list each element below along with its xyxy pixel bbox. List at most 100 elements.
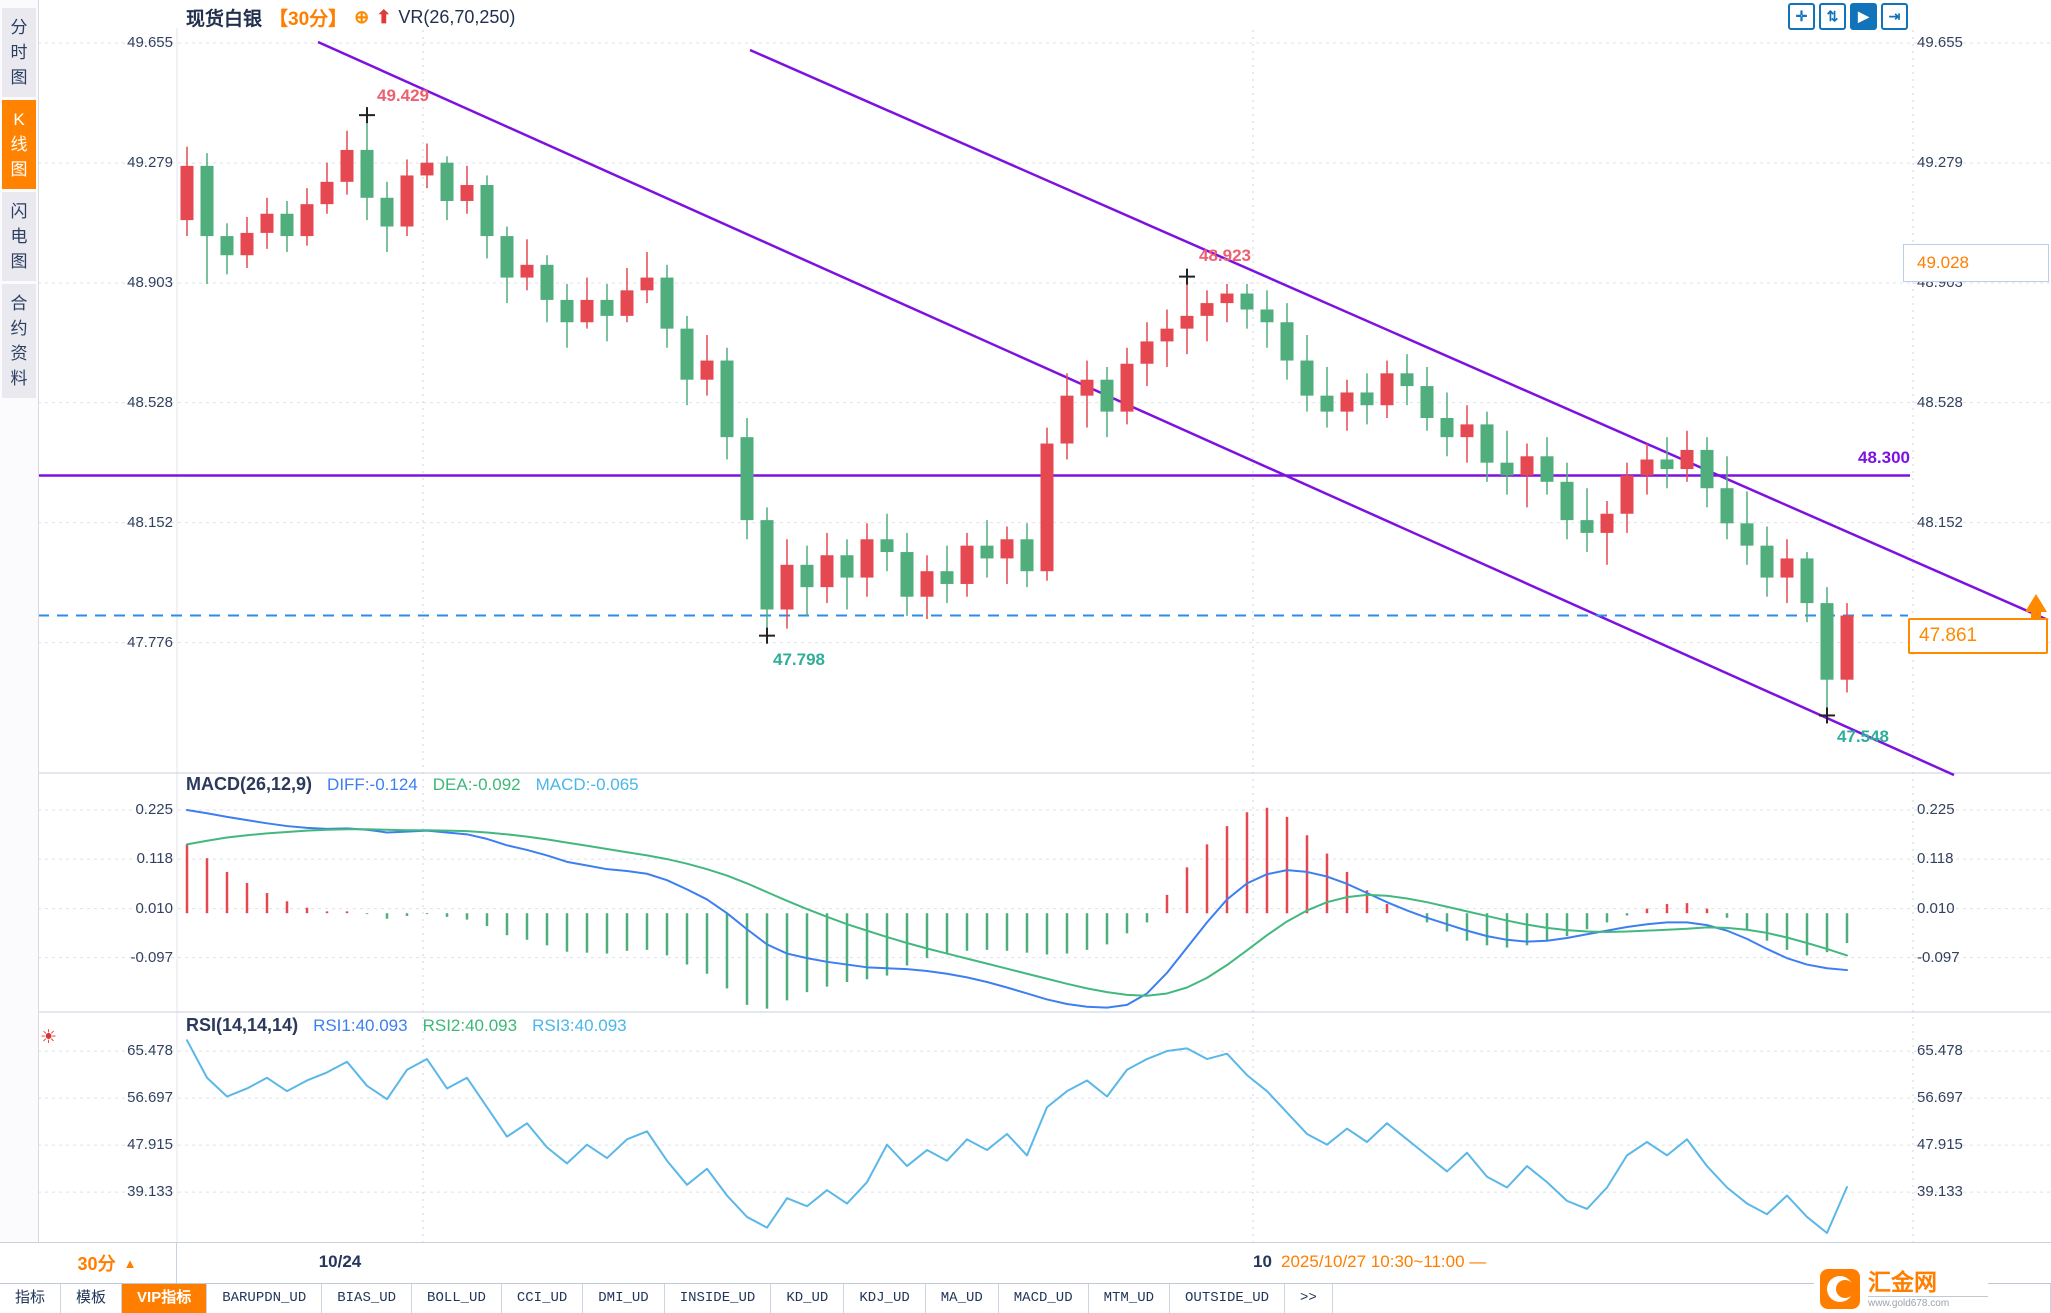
candle[interactable] — [860, 539, 874, 578]
candle[interactable] — [680, 328, 694, 380]
candle[interactable] — [1840, 615, 1854, 680]
candle[interactable] — [440, 162, 454, 201]
tab-dmi_ud[interactable]: DMI_UD — [583, 1284, 665, 1313]
candle[interactable] — [1400, 373, 1414, 387]
tab-vip[interactable]: VIP指标 — [122, 1284, 208, 1313]
candle[interactable] — [1560, 481, 1574, 521]
candle[interactable] — [1620, 475, 1634, 514]
tab-mtm_ud[interactable]: MTM_UD — [1089, 1284, 1171, 1313]
candle[interactable] — [700, 360, 714, 380]
candle[interactable] — [1740, 523, 1754, 546]
candle[interactable] — [1800, 558, 1814, 604]
tab-ma_ud[interactable]: MA_UD — [926, 1284, 999, 1313]
candle[interactable] — [1520, 456, 1534, 476]
candle[interactable] — [780, 564, 794, 610]
candle[interactable] — [360, 149, 374, 198]
auto-play-icon[interactable]: ▶ — [1850, 3, 1877, 30]
candle[interactable] — [600, 299, 614, 316]
candle[interactable] — [1080, 379, 1094, 396]
candle[interactable] — [960, 545, 974, 584]
tab-kd_ud[interactable]: KD_UD — [771, 1284, 845, 1313]
tab-outside_ud[interactable]: OUTSIDE_UD — [1170, 1284, 1286, 1313]
candle[interactable] — [1140, 341, 1154, 364]
candle[interactable] — [1280, 322, 1294, 361]
axis-range-icon[interactable]: ⇅ — [1819, 3, 1846, 30]
candle[interactable] — [420, 162, 434, 176]
candle[interactable] — [520, 264, 534, 278]
sidebar-item-2[interactable]: 闪 电 图 — [2, 192, 36, 281]
candle[interactable] — [1680, 449, 1694, 470]
candle[interactable] — [1780, 558, 1794, 578]
candle[interactable] — [640, 277, 654, 291]
candle[interactable] — [1460, 424, 1474, 438]
candle[interactable] — [1100, 379, 1114, 412]
candle[interactable] — [660, 277, 674, 329]
candle[interactable] — [1660, 459, 1674, 470]
candle[interactable] — [1040, 443, 1054, 572]
candle[interactable] — [1220, 293, 1234, 304]
tab-[interactable]: 指标 — [0, 1284, 62, 1313]
candle[interactable] — [900, 552, 914, 597]
candle[interactable] — [1340, 392, 1354, 412]
candle[interactable] — [1500, 462, 1514, 476]
candle[interactable] — [320, 181, 334, 205]
candle[interactable] — [1380, 373, 1394, 406]
candle[interactable] — [840, 555, 854, 578]
candle[interactable] — [1020, 539, 1034, 572]
candle[interactable] — [1420, 386, 1434, 419]
tab-kdj_ud[interactable]: KDJ_UD — [844, 1284, 926, 1313]
candle[interactable] — [260, 213, 274, 233]
candle[interactable] — [1260, 309, 1274, 323]
candle[interactable] — [1820, 603, 1834, 680]
macd-title[interactable]: MACD(26,12,9) — [186, 774, 313, 794]
candle[interactable] — [560, 299, 574, 323]
candle[interactable] — [1300, 360, 1314, 396]
candle[interactable] — [760, 520, 774, 610]
candle[interactable] — [1360, 392, 1374, 406]
candle[interactable] — [740, 437, 754, 521]
tab-macd_ud[interactable]: MACD_UD — [999, 1284, 1089, 1313]
candle[interactable] — [1440, 418, 1454, 438]
tab-bias_ud[interactable]: BIAS_UD — [322, 1284, 413, 1313]
candle[interactable] — [880, 539, 894, 553]
sidebar-item-1[interactable]: K 线 图 — [2, 100, 36, 189]
period-label[interactable]: 【30分】 — [269, 8, 348, 30]
goto-latest-icon[interactable]: ⇥ — [1881, 3, 1908, 30]
rsi-title[interactable]: RSI(14,14,14) — [186, 1015, 299, 1035]
candle[interactable] — [1600, 513, 1614, 533]
candle[interactable] — [200, 165, 214, 237]
candle[interactable] — [400, 175, 414, 227]
candle[interactable] — [500, 236, 514, 278]
candle[interactable] — [1640, 459, 1654, 476]
candle[interactable] — [1180, 315, 1194, 329]
candle[interactable] — [1760, 545, 1774, 578]
candle[interactable] — [540, 264, 554, 300]
candle[interactable] — [340, 149, 354, 182]
candle[interactable] — [220, 236, 234, 256]
add-indicator-icon[interactable]: ⊕ — [354, 6, 370, 27]
tab-[interactable]: 模板 — [61, 1284, 123, 1313]
candle[interactable] — [820, 555, 834, 588]
candle[interactable] — [1320, 395, 1334, 412]
candle[interactable] — [1720, 488, 1734, 524]
candle[interactable] — [300, 204, 314, 237]
candle[interactable] — [920, 571, 934, 597]
candle[interactable] — [180, 165, 194, 221]
candle[interactable] — [280, 213, 294, 237]
tab-boll_ud[interactable]: BOLL_UD — [412, 1284, 502, 1313]
horizontal-line-price-label[interactable]: 48.300 — [1858, 448, 1910, 467]
candle[interactable] — [1060, 395, 1074, 444]
indicator-name[interactable]: VR(26,70,250) — [398, 6, 516, 27]
candle[interactable] — [380, 197, 394, 227]
sidebar-item-3[interactable]: 合 约 资 料 — [2, 284, 36, 398]
candle[interactable] — [1580, 520, 1594, 533]
candle[interactable] — [940, 571, 954, 584]
candle[interactable] — [240, 232, 254, 256]
candle[interactable] — [980, 545, 994, 559]
candle[interactable] — [1480, 424, 1494, 463]
candle[interactable] — [620, 290, 634, 316]
candle[interactable] — [480, 185, 494, 237]
candle[interactable] — [1120, 363, 1134, 412]
candle[interactable] — [800, 564, 814, 588]
tab-cci_ud[interactable]: CCI_UD — [502, 1284, 584, 1313]
